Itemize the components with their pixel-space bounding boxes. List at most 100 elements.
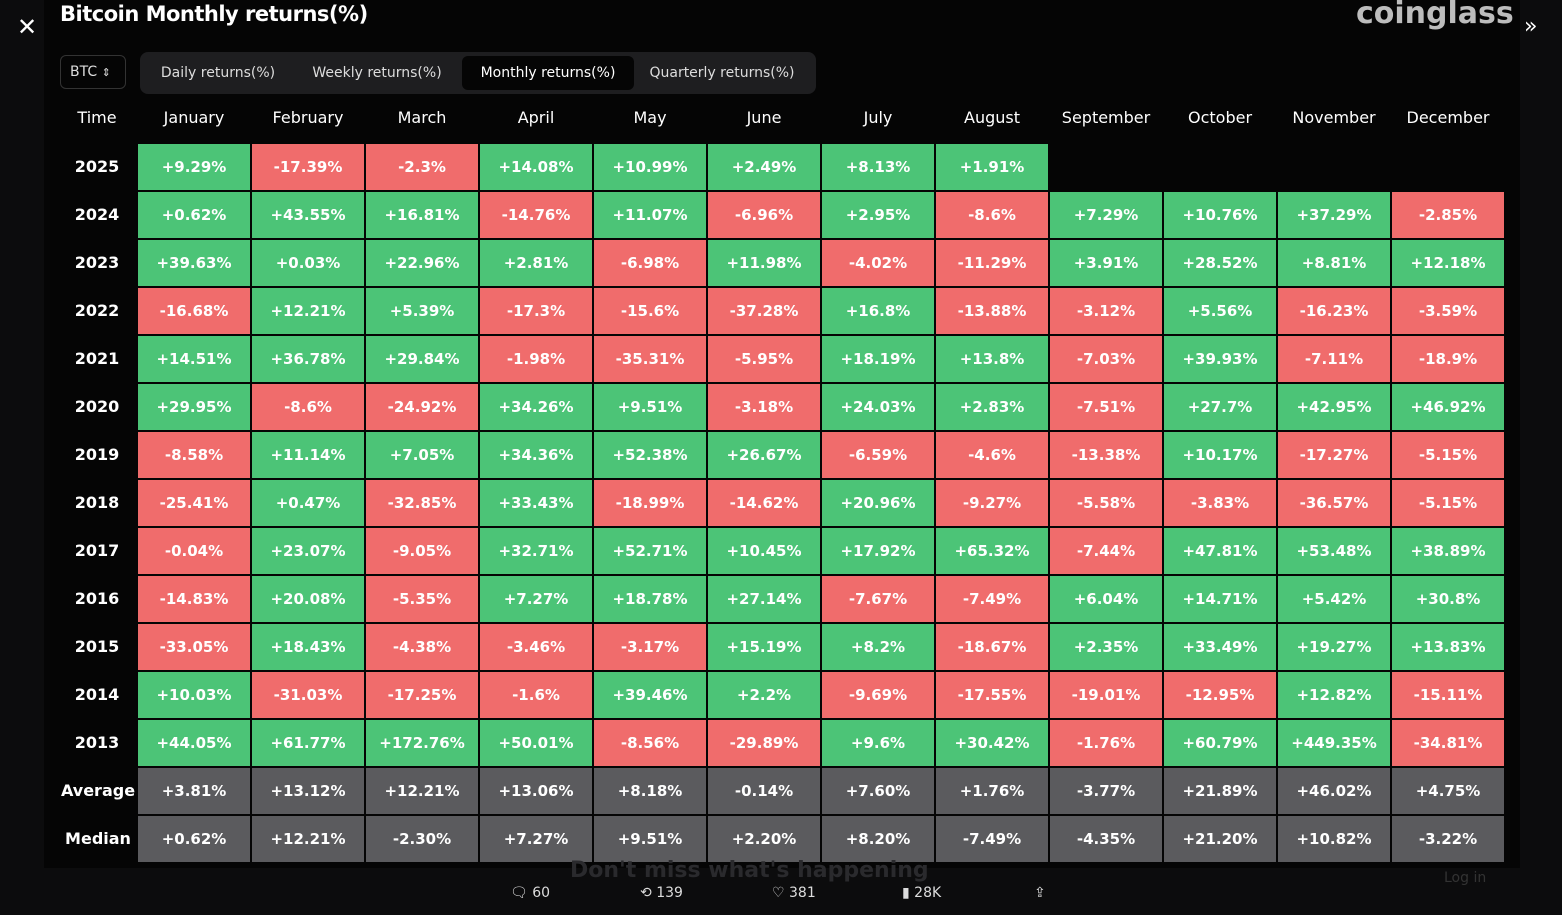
return-cell: -5.95% [708,336,820,382]
column-header: November [1292,108,1376,127]
return-cell: +43.55% [252,192,364,238]
return-cell: +15.19% [708,624,820,670]
return-cell: +10.17% [1164,432,1276,478]
return-cell: +53.48% [1278,528,1390,574]
return-cell: +19.27% [1278,624,1390,670]
tab[interactable]: Weekly returns(%) [312,65,442,81]
return-cell: -9.27% [936,480,1048,526]
login[interactable]: Log in [1444,870,1487,886]
return-cell: +18.43% [252,624,364,670]
row-label: 2019 [74,445,120,464]
expand-button[interactable]: » [1524,14,1538,39]
return-cell: -0.04% [138,528,250,574]
return-cell: -34.81% [1392,720,1504,766]
repost-count: 139 [656,885,683,901]
column-header: December [1406,108,1490,127]
return-cell: +23.07% [252,528,364,574]
summary-cell: +10.82% [1278,816,1390,862]
return-cell: -7.49% [936,576,1048,622]
return-cell: +10.76% [1164,192,1276,238]
column-header: October [1187,108,1253,127]
return-cell: +10.45% [708,528,820,574]
return-cell: +24.03% [822,384,934,430]
column-header: Time [77,108,117,127]
return-cell: -19.01% [1050,672,1162,718]
return-cell: +0.47% [252,480,364,526]
return-cell: +10.99% [594,144,706,190]
summary-cell: +1.76% [936,768,1048,814]
return-cell: -14.76% [480,192,592,238]
return-cell: -3.46% [480,624,592,670]
return-cell: -3.83% [1164,480,1276,526]
return-cell: +50.01% [480,720,592,766]
return-cell: -7.44% [1050,528,1162,574]
return-cell: +18.78% [594,576,706,622]
tab[interactable]: Daily returns(%) [160,65,276,81]
return-cell: -6.59% [822,432,934,478]
views-button[interactable]: ▮ 28K [902,885,942,901]
return-cell: -9.05% [366,528,478,574]
column-header: August [964,108,1020,127]
return-cell: -8.6% [252,384,364,430]
return-cell: +22.96% [366,240,478,286]
return-cell: +52.38% [594,432,706,478]
return-cell: -4.02% [822,240,934,286]
return-cell: -3.18% [708,384,820,430]
column-header: September [1061,108,1151,127]
summary-cell: +3.81% [138,768,250,814]
summary-cell: +12.21% [366,768,478,814]
return-cell: +29.84% [366,336,478,382]
return-cell: -6.98% [594,240,706,286]
row-label: Median [65,829,131,848]
column-header: January [163,108,225,127]
return-cell: -8.6% [936,192,1048,238]
return-cell: +16.81% [366,192,478,238]
return-cell: -6.96% [708,192,820,238]
return-cell: +37.29% [1278,192,1390,238]
return-cell: +46.92% [1392,384,1504,430]
row-label: 2021 [74,349,120,368]
return-cell: +13.8% [936,336,1048,382]
return-cell: -2.3% [366,144,478,190]
return-cell: +7.29% [1050,192,1162,238]
return-cell: -11.29% [936,240,1048,286]
reply-button[interactable]: 🗨 60 [510,885,551,901]
return-cell: -3.12% [1050,288,1162,334]
return-cell: -16.68% [138,288,250,334]
row-label: 2024 [74,205,120,224]
summary-cell: +4.75% [1392,768,1504,814]
row-label: 2015 [74,637,120,656]
summary-cell: -3.77% [1050,768,1162,814]
return-cell: +11.07% [594,192,706,238]
return-cell: -15.6% [594,288,706,334]
return-cell: -4.6% [936,432,1048,478]
return-cell: -25.41% [138,480,250,526]
close-button[interactable]: ✕ [16,13,38,41]
tab[interactable]: Quarterly returns(%) [649,65,795,81]
return-cell: +2.81% [480,240,592,286]
share-button[interactable]: ⇪ [1034,885,1046,901]
selector-text: BTC [70,64,98,80]
return-cell: +30.42% [936,720,1048,766]
return-cell: -2.85% [1392,192,1504,238]
return-cell: -17.39% [252,144,364,190]
tab[interactable]: Monthly returns(%) [462,56,634,90]
summary-cell: -0.14% [708,768,820,814]
return-cell: -17.3% [480,288,592,334]
return-cell: +39.46% [594,672,706,718]
return-cell: -36.57% [1278,480,1390,526]
return-cell: -31.03% [252,672,364,718]
return-cell: -5.58% [1050,480,1162,526]
return-cell: +7.27% [480,576,592,622]
coin-selector[interactable]: BTC ⇕ [60,55,126,89]
summary-cell: -3.22% [1392,816,1504,862]
summary-cell: +8.20% [822,816,934,862]
return-cell: +5.56% [1164,288,1276,334]
summary-cell: +21.20% [1164,816,1276,862]
row-label: 2016 [74,589,120,608]
like-button[interactable]: ♡ 381 [772,885,816,901]
view-count: 28K [914,885,942,901]
summary-cell: -2.30% [366,816,478,862]
return-cell: -5.15% [1392,432,1504,478]
repost-button[interactable]: ⟲ 139 [640,885,683,901]
